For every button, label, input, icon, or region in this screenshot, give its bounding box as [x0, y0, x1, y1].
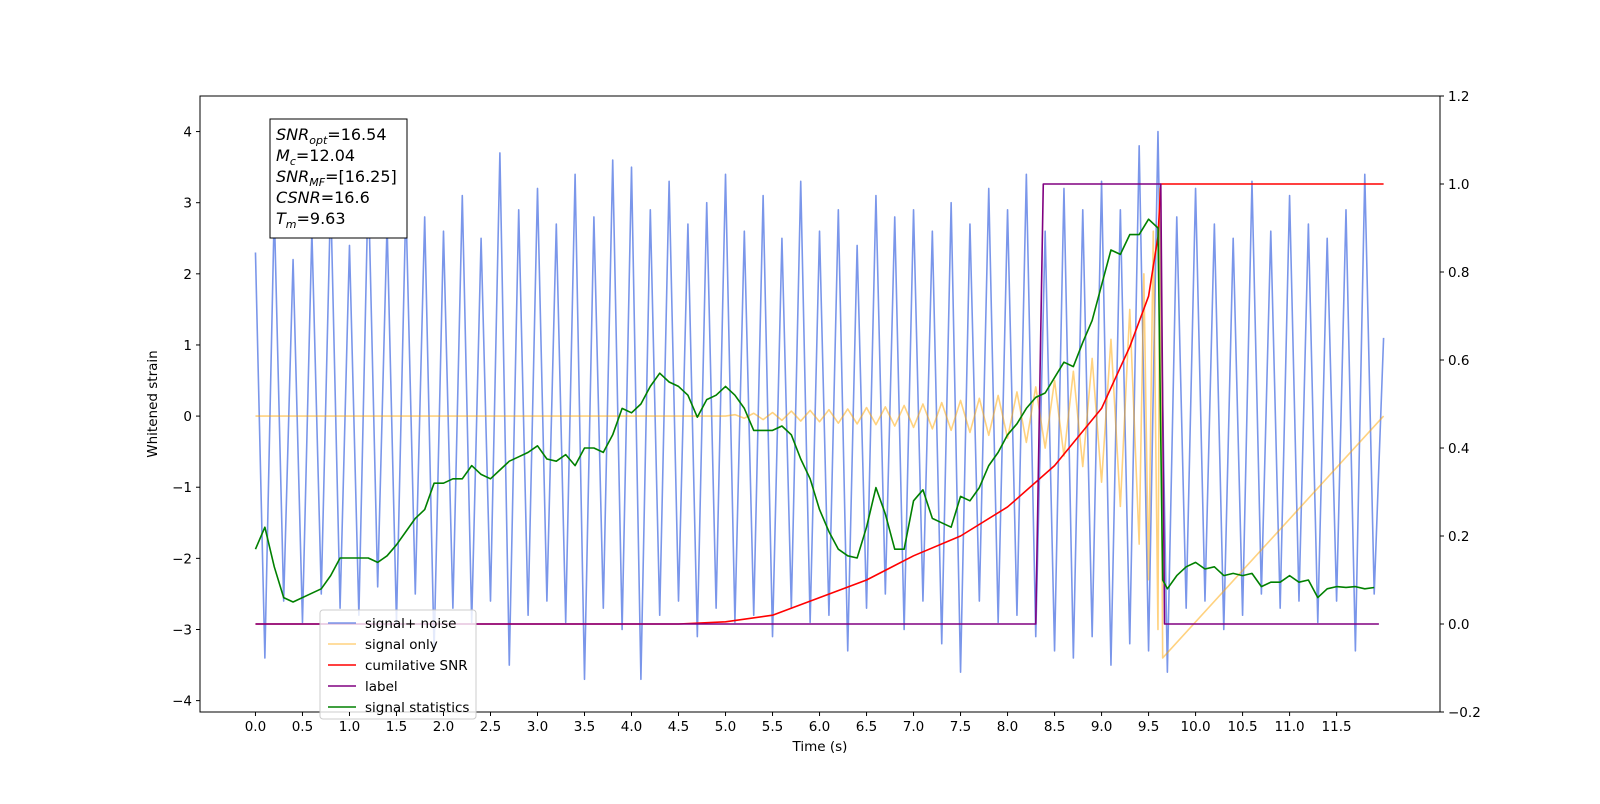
annotation-value: =9.63 — [297, 209, 346, 228]
x-tick-label: 7.5 — [950, 719, 971, 735]
x-axis-label: Time (s) — [792, 739, 848, 755]
x-tick-label: 5.5 — [762, 719, 783, 735]
x-tick-label: 0.5 — [292, 719, 313, 735]
y2-tick-label: −0.2 — [1448, 705, 1481, 721]
legend-label: signal only — [365, 637, 438, 653]
y2-tick-label: 0.2 — [1448, 529, 1469, 545]
annotation-line: CSNR=16.6 — [276, 188, 370, 207]
annotation-subscript: MF — [309, 176, 325, 189]
legend: signal+ noise signal only cumilative SNR la… — [319, 609, 477, 720]
x-tick-label: 9.5 — [1138, 719, 1159, 735]
y-tick-label: −2 — [172, 551, 192, 567]
y2-tick-label: 0.4 — [1448, 441, 1469, 457]
annotation-value: =[16.25] — [325, 167, 397, 186]
annotation-value: =12.04 — [296, 146, 355, 165]
annotation-symbol: SNR — [276, 167, 309, 186]
y-tick-label: 0 — [183, 409, 192, 425]
x-tick-label: 2.0 — [433, 719, 454, 735]
x-tick-label: 6.5 — [856, 719, 877, 735]
y-tick-label: 1 — [183, 338, 192, 354]
x-tick-label: 8.0 — [997, 719, 1018, 735]
x-tick-label: 4.0 — [621, 719, 642, 735]
x-tick-label: 4.5 — [668, 719, 689, 735]
annotation-subscript: m — [286, 218, 297, 231]
x-tick-label: 3.5 — [574, 719, 595, 735]
y2-tick-label: 0.6 — [1448, 353, 1469, 369]
annotation-line: SNRMF=[16.25] — [276, 167, 397, 189]
y-tick-label: 4 — [183, 125, 192, 141]
annotation-symbol: SNR — [276, 125, 309, 144]
x-tick-label: 10.0 — [1181, 719, 1211, 735]
annotation-value: =16.6 — [321, 188, 370, 207]
x-tick-label: 7.0 — [903, 719, 924, 735]
series-line — [255, 187, 1385, 659]
y2-tick-label: 1.0 — [1448, 177, 1469, 193]
x-tick-label: 9.0 — [1091, 719, 1112, 735]
legend-label: label — [365, 679, 398, 695]
annotation: SNRopt=16.54Mc=12.04SNRMF=[16.25]CSNR=16… — [269, 118, 408, 239]
annotation-box — [269, 118, 408, 239]
legend-label: cumilative SNR — [365, 658, 468, 674]
series-line — [255, 183, 1384, 625]
x-tick-label: 5.0 — [715, 719, 736, 735]
y2-tick-label: 0.8 — [1448, 265, 1469, 281]
y-tick-label: 2 — [183, 267, 192, 283]
series-line — [254, 218, 1375, 603]
y-axis-label: Whitened strain — [145, 350, 161, 457]
annotation-line: Tm=9.63 — [276, 209, 346, 231]
series-line — [255, 183, 1379, 625]
annotation-line: Mc=12.04 — [276, 146, 355, 168]
y-tick-label: −1 — [172, 480, 192, 496]
y-tick-label: 3 — [183, 196, 192, 212]
x-tick-label: 10.5 — [1228, 719, 1258, 735]
legend-label: signal+ noise — [365, 616, 456, 632]
x-tick-label: 8.5 — [1044, 719, 1065, 735]
x-tick-label: 11.5 — [1322, 719, 1352, 735]
annotation-symbol: T — [276, 209, 287, 228]
annotation-subscript: c — [290, 155, 296, 168]
x-tick-label: 3.0 — [527, 719, 548, 735]
x-tick-label: 2.5 — [480, 719, 501, 735]
legend-box — [319, 609, 477, 720]
annotation-symbol: CSNR — [276, 188, 321, 207]
y-tick-label: −3 — [172, 622, 192, 638]
annotation-line: SNRopt=16.54 — [276, 125, 387, 147]
annotation-symbol: M — [276, 146, 290, 165]
legend-label: signal statistics — [365, 700, 469, 716]
x-tick-label: 6.0 — [809, 719, 830, 735]
y2-tick-label: 0.0 — [1448, 617, 1469, 633]
x-tick-label: 1.5 — [386, 719, 407, 735]
y2-tick-label: 1.2 — [1448, 89, 1469, 105]
x-tick-label: 1.0 — [339, 719, 360, 735]
y-tick-label: −4 — [172, 694, 192, 710]
x-tick-label: 0.0 — [245, 719, 266, 735]
annotation-subscript: opt — [309, 134, 328, 147]
series-line — [254, 130, 1385, 681]
plot-area — [254, 130, 1385, 681]
annotation-value: =16.54 — [327, 125, 386, 144]
x-tick-label: 11.0 — [1275, 719, 1305, 735]
